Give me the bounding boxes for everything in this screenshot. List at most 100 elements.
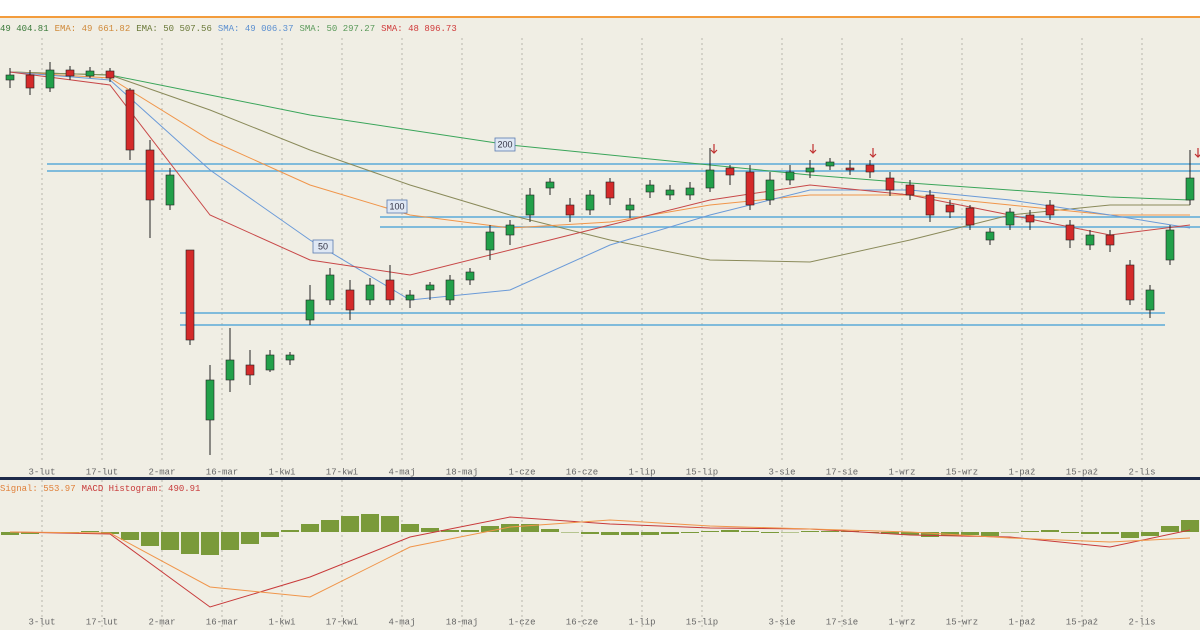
candle-body <box>265 354 275 371</box>
candle-body <box>625 204 635 211</box>
histogram-bar <box>1001 532 1019 533</box>
histogram-bar <box>681 532 699 533</box>
candle-body <box>445 279 455 301</box>
candle-body <box>425 284 435 291</box>
period-tag-box <box>386 199 408 214</box>
histogram-bar <box>761 532 779 533</box>
candle-body <box>85 70 95 77</box>
histogram-bar <box>561 532 579 533</box>
histogram-bar <box>181 532 199 554</box>
candle-body <box>65 69 75 77</box>
x-tick-label: 4-maj <box>388 617 415 627</box>
x-tick-label: 15-wrz <box>946 617 978 627</box>
histogram-bar <box>1141 532 1159 536</box>
candle-body <box>345 289 355 311</box>
candle-body <box>525 194 535 216</box>
histogram-bar <box>121 532 139 540</box>
candle-body <box>1065 224 1075 241</box>
candle-body <box>785 171 795 181</box>
histogram-bar <box>1021 531 1039 532</box>
histogram-bar <box>1081 532 1099 534</box>
legend: Signal: 553.97 MACD Histogram: 490.91 <box>0 484 200 494</box>
candle-body <box>145 149 155 201</box>
histogram-bar <box>1041 530 1059 532</box>
candle-body <box>245 364 255 376</box>
arrow <box>869 148 877 158</box>
candle-body <box>1105 234 1115 246</box>
histogram-bar <box>641 532 659 535</box>
x-tick-label: 2-lis <box>1128 617 1155 627</box>
x-tick-label: 17-lut <box>86 617 118 627</box>
histogram-bar <box>341 516 359 532</box>
x-tick-label: 1-kwi <box>268 467 295 477</box>
histogram-bar <box>781 532 799 533</box>
candle-body <box>1005 211 1015 226</box>
candle-body <box>365 284 375 301</box>
candle-body <box>665 189 675 196</box>
candle-body <box>965 207 975 226</box>
candle-body <box>1145 289 1155 311</box>
candle-body <box>925 194 935 216</box>
x-tick-label: 1-wrz <box>888 467 915 477</box>
x-tick-label: 1-cze <box>508 467 535 477</box>
x-tick-label: 3-sie <box>768 617 795 627</box>
histogram-bar <box>421 528 439 532</box>
arrow <box>1194 148 1200 158</box>
histogram-bar <box>321 520 339 532</box>
price-panel: 3-lut 17-lut 2-mar 16-mar 1-kwi 17-kwi 4-maj 18… <box>0 24 1200 477</box>
histogram-bar <box>1161 526 1179 532</box>
x-tick-label: 17-kwi <box>326 617 358 627</box>
candle-body <box>385 279 395 301</box>
histogram-bar <box>161 532 179 550</box>
x-tick-label: 1-cze <box>508 617 535 627</box>
histogram-bar <box>581 532 599 534</box>
candle-body <box>125 89 135 151</box>
x-tick-label: 2-lis <box>1128 467 1155 477</box>
candle-body <box>545 181 555 189</box>
legend-entry: SMA: 50 297.27 <box>299 24 375 34</box>
histogram-bar <box>881 532 899 534</box>
x-tick-label: 3-lut <box>28 617 55 627</box>
histogram-bar <box>1121 532 1139 538</box>
candle-body <box>25 74 35 89</box>
moving-average <box>9 71 1191 301</box>
histogram-bar <box>661 532 679 534</box>
histogram-bar <box>221 532 239 550</box>
candle-body <box>505 224 515 236</box>
legend-entry: Signal: 553.97 <box>0 484 76 494</box>
candle-body <box>805 167 815 173</box>
legend-entry: SMA: 49 006.37 <box>218 24 294 34</box>
x-tick-label: 18-maj <box>446 617 478 627</box>
histogram-bar <box>481 526 499 532</box>
moving-average <box>9 71 1190 263</box>
x-tick-label: 15-paź <box>1066 617 1098 627</box>
histogram-bar <box>21 532 39 534</box>
candle-body <box>865 164 875 173</box>
histogram-bar <box>461 530 479 532</box>
x-tick-label: 2-mar <box>148 617 175 627</box>
histogram-bar <box>961 532 979 535</box>
x-tick-label: 1-kwi <box>268 617 295 627</box>
panel-divider <box>0 477 1200 480</box>
candle-body <box>5 74 15 81</box>
legend-entry: EMA: 50 507.56 <box>136 24 212 34</box>
candle-body <box>645 184 655 193</box>
x-tick-label: 3-lut <box>28 467 55 477</box>
candle-body <box>1045 204 1055 216</box>
candle-body <box>165 174 175 206</box>
candle-body <box>585 194 595 211</box>
candle-body <box>285 354 295 361</box>
x-tick-label: 17-sie <box>826 467 858 477</box>
histogram-bar <box>801 531 819 532</box>
candle-body <box>405 294 415 301</box>
candle-body <box>45 69 55 89</box>
candle-body <box>845 167 855 171</box>
x-tick-label: 1-lip <box>628 467 655 477</box>
legend-entry: 49 404.81 <box>0 24 49 34</box>
candle-body <box>205 379 215 421</box>
candle-body <box>485 231 495 251</box>
candle-body <box>685 187 695 196</box>
x-tick-label: 15-wrz <box>946 467 978 477</box>
